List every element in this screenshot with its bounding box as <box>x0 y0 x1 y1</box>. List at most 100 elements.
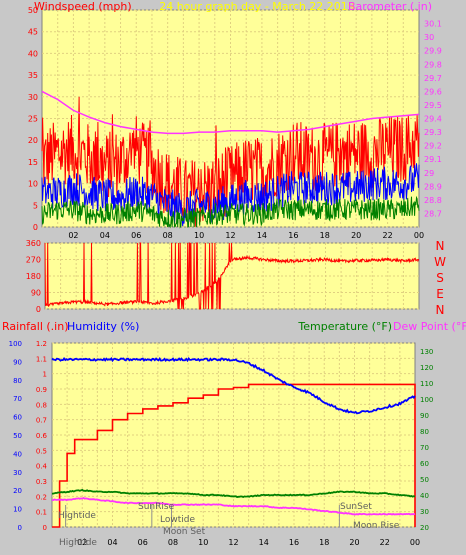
event-moonset: Moon Set <box>163 527 206 537</box>
event-lowtide: Lowtide <box>160 515 195 525</box>
hour-tick: 08 <box>163 231 173 240</box>
windspeed-tick: 50 <box>28 6 38 15</box>
wind-low-line <box>41 195 420 229</box>
barometer-tick: 29.1 <box>424 155 442 164</box>
hour-tick: 12 <box>225 231 235 240</box>
windspeed-tick: 45 <box>28 28 38 37</box>
hour-tick: 06 <box>138 538 148 547</box>
barometer-tick: 29 <box>424 169 434 178</box>
event-hightide-evening: Hightide <box>59 538 97 548</box>
event-moonrise: Moon Rise <box>353 521 400 531</box>
event-sunrise: SunRise <box>138 502 175 512</box>
barometer-tick: 30 <box>424 33 434 42</box>
rainfall-line <box>52 383 416 528</box>
hour-tick: 12 <box>228 538 238 547</box>
humidity-tick: 10 <box>13 506 22 514</box>
temperature-tick: 50 <box>420 476 429 484</box>
temperature-tick: 110 <box>420 380 433 388</box>
compass-labels: N W S E N <box>434 239 446 317</box>
temperature-axis-label: Temperature (°F) <box>297 320 392 333</box>
top-hour-tick-labels: 02 04 06 08 10 12 14 16 18 20 22 00 <box>68 231 424 240</box>
rain-humidity-temp-panel: 0 0.1 0.2 0.3 0.4 0.5 0.6 0.7 0.8 0.9 1 1.1 1.2 0 10 2… <box>2 320 466 548</box>
hour-tick: 14 <box>259 538 269 547</box>
direction-tick: 360 <box>26 239 41 248</box>
humidity-tick: 70 <box>13 395 22 403</box>
temperature-line <box>52 488 416 498</box>
rain-tick: 1.1 <box>36 355 47 363</box>
astro-event-lines <box>65 505 340 527</box>
barometer-tick: 29.9 <box>424 47 442 56</box>
dewpoint-line <box>52 496 416 516</box>
barometer-tick-labels: 28.7 28.8 28.9 29 29.1 29.2 29.3 29.4 29.5 29.6 29… <box>424 20 442 219</box>
barometer-tick: 29.6 <box>424 87 442 96</box>
humidity-line <box>51 356 416 415</box>
barometer-tick: 29.3 <box>424 128 442 137</box>
barometer-axis-label: Barometer (.in) <box>348 0 432 13</box>
hour-tick: 18 <box>319 538 329 547</box>
rainfall-axis-label: Rainfall (.in) <box>2 320 69 333</box>
wind-direction-line <box>44 242 420 310</box>
rain-tick: 0.8 <box>36 401 47 409</box>
windspeed-tick: 10 <box>28 180 38 189</box>
temperature-tick: 90 <box>420 412 429 420</box>
temperature-tick: 70 <box>420 444 429 452</box>
windspeed-tick: 0 <box>33 223 38 232</box>
temperature-tick-labels: 20 30 40 50 60 70 80 90 100 110 120 130 <box>420 348 433 532</box>
windspeed-tick: 15 <box>28 158 38 167</box>
humidity-tick: 90 <box>13 358 22 366</box>
hour-tick: 00 <box>410 538 420 547</box>
humidity-tick: 60 <box>13 414 22 422</box>
hour-tick: 22 <box>380 538 390 547</box>
hour-tick: 00 <box>414 231 424 240</box>
compass-n-top: N <box>436 239 445 253</box>
hour-tick: 02 <box>77 538 87 547</box>
rain-tick-labels: 0 0.1 0.2 0.3 0.4 0.5 0.6 0.7 0.8 0.9 1 1.1 1.2 <box>36 340 48 532</box>
grid-bottom <box>52 342 415 528</box>
humidity-tick-labels: 0 10 20 30 40 50 60 70 80 90 100 <box>9 340 22 532</box>
rain-tick: 1 <box>43 371 47 379</box>
hour-tick: 06 <box>131 231 141 240</box>
barometer-tick: 29.7 <box>424 74 442 83</box>
direction-tick: 0 <box>36 305 41 314</box>
windspeed-tick: 35 <box>28 71 38 80</box>
rain-tick: 0.7 <box>36 417 47 425</box>
dewpoint-axis-label: Dew Point (°F) <box>393 320 466 333</box>
temperature-tick: 20 <box>420 524 429 532</box>
temperature-tick: 40 <box>420 492 429 500</box>
hour-tick: 08 <box>168 538 178 547</box>
rain-tick: 1.2 <box>36 340 47 348</box>
hour-tick: 14 <box>257 231 267 240</box>
windspeed-tick: 20 <box>28 136 38 145</box>
wind-gust-line <box>41 96 420 227</box>
humidity-axis-label: Humidity (%) <box>67 320 139 333</box>
event-sunset: SunSet <box>340 502 372 512</box>
humidity-tick: 20 <box>13 487 22 495</box>
rain-tick: 0.6 <box>36 432 48 440</box>
compass-s: S <box>436 271 444 285</box>
windspeed-tick: 25 <box>28 115 38 124</box>
windspeed-axis-label: Windspeed (mph) <box>34 0 132 13</box>
humidity-tick: 40 <box>13 450 22 458</box>
barometer-tick: 29.4 <box>424 115 442 124</box>
humidity-tick: 80 <box>13 377 22 385</box>
hour-tick: 04 <box>107 538 117 547</box>
rain-tick: 0.1 <box>36 509 47 517</box>
hour-tick: 22 <box>382 231 392 240</box>
barometer-tick: 29.8 <box>424 60 442 69</box>
rain-tick: 0.2 <box>36 493 47 501</box>
climate-series <box>51 356 416 528</box>
hour-tick: 16 <box>289 538 299 547</box>
temperature-tick: 80 <box>420 428 429 436</box>
humidity-tick: 100 <box>9 340 22 348</box>
grid-direction <box>45 242 419 310</box>
windspeed-tick: 40 <box>28 49 38 58</box>
rain-tick: 0 <box>43 524 47 532</box>
hour-tick: 20 <box>351 231 361 240</box>
direction-tick-labels: 0 90 180 270 360 <box>26 239 41 314</box>
compass-e: E <box>436 287 444 301</box>
event-labels: Hightide SunRise Lowtide Moon Set Highti… <box>58 502 400 548</box>
temperature-tick: 60 <box>420 460 429 468</box>
wind-direction-panel: 0 90 180 270 360 N W S E N <box>26 239 446 317</box>
